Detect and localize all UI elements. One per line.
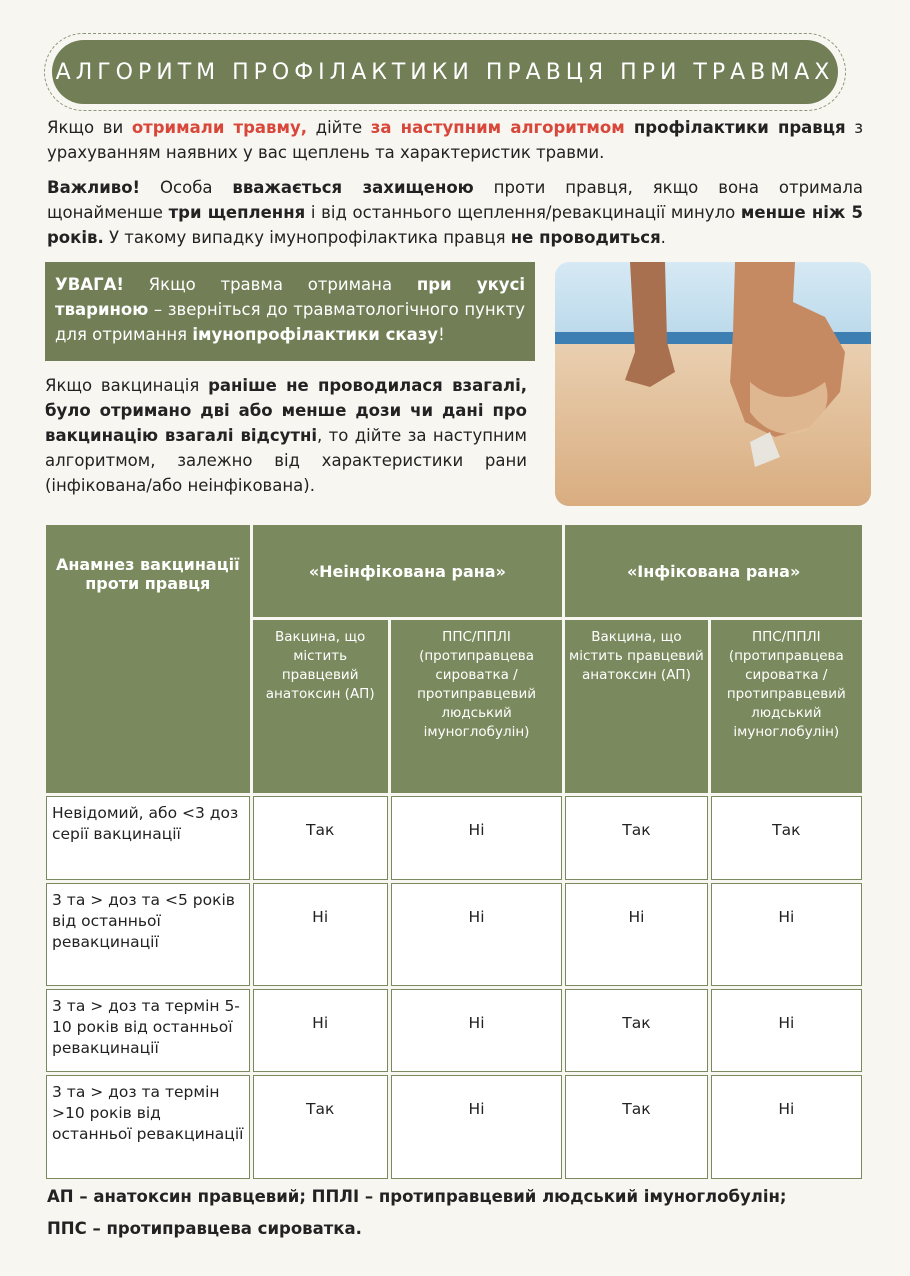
cell: Ні — [390, 989, 563, 1072]
title-outline — [44, 33, 846, 111]
cell: Ні — [710, 1075, 862, 1179]
row-label: 3 та > доз та <5 років від останньої рев… — [46, 883, 250, 986]
text-run: вважається захищеною — [232, 178, 474, 197]
table-row: 3 та > доз та термін 5-10 років від оста… — [46, 989, 862, 1072]
no-vaccination-note: Якщо вакцинація раніше не проводилася вз… — [45, 373, 527, 498]
text-run: за наступним алгоритмом — [370, 118, 625, 137]
footnote: ППС – протиправцева сироватка. — [47, 1219, 362, 1238]
subheader: ППС/ППЛІ (протиправцева сироватка /проти… — [710, 620, 862, 793]
subheader-row: Вакцина, що містить правцевий анатоксин … — [46, 620, 862, 793]
row-label: 3 та > доз та термін 5-10 років від оста… — [46, 989, 250, 1072]
photo — [555, 262, 871, 506]
cell: Ні — [565, 883, 708, 986]
intro: Якщо ви отримали травму, дійте за наступ… — [47, 115, 863, 165]
text-run: Якщо травма отримана — [123, 275, 417, 294]
cell: Ні — [252, 989, 388, 1072]
text-run: три щеплення — [168, 203, 306, 222]
text-run: , то дійте за наступним алгоритмом, зале… — [45, 426, 527, 495]
row-label: Невідомий, або <3 доз серії вакцинації — [46, 796, 250, 880]
text-run: менше ніж 5 років. — [47, 203, 864, 247]
cell: Так — [710, 796, 862, 880]
cell: Ні — [710, 989, 862, 1072]
text-run: і від останнього щеплення/ревакцинації м… — [305, 203, 741, 222]
text-run: при укусі твариною — [55, 275, 526, 319]
footnote: АП – анатоксин правцевий; ППЛІ – протипр… — [47, 1187, 787, 1206]
table-row: 3 та > доз та термін >10 років від остан… — [46, 1075, 862, 1179]
text-run: Якщо вакцинація — [45, 376, 209, 395]
text-run: УВАГА! — [55, 275, 124, 294]
cell: Так — [252, 796, 388, 880]
important-note: Важливо! Особа вважається захищеною прот… — [47, 175, 863, 250]
cell: Так — [565, 1075, 708, 1179]
cell: Ні — [710, 883, 862, 986]
group-header: «Неінфікована рана» — [252, 525, 563, 617]
subheader: ППС/ППЛІ (протиправцева сироватка /проти… — [390, 620, 563, 793]
text-run: У такому випадку імунопрофілактика правц… — [103, 228, 511, 247]
vaccination-table: Анамнез вакцинації проти правця «Неінфік… — [43, 522, 865, 1182]
cell: Ні — [390, 883, 563, 986]
text-run: Особа — [140, 178, 233, 197]
subheader: Вакцина, що містить правцевий анатоксин … — [565, 620, 708, 793]
text-run: не проводиться — [510, 228, 661, 247]
text-run: дійте — [307, 118, 371, 137]
text-run: отримали травму, — [131, 118, 307, 137]
text-run: проти правця, якщо вона отримала щонайме… — [47, 178, 864, 222]
table-row: Невідомий, або <3 доз серії вакцинації Та… — [46, 796, 862, 880]
text-run: з урахуванням наявних у вас щеплень та х… — [47, 118, 863, 162]
cell: Так — [252, 1075, 388, 1179]
header-row: Анамнез вакцинації проти правця «Неінфік… — [46, 525, 862, 793]
warning-box: УВАГА! Якщо травма отримана при укусі тв… — [45, 262, 535, 361]
corner-header: Анамнез вакцинації проти правця — [46, 525, 250, 793]
text-run: ! — [438, 325, 445, 344]
text-run: раніше не проводилася взагалі, було отри… — [45, 376, 527, 445]
text-run: Важливо! — [47, 178, 141, 197]
table-row: 3 та > доз та <5 років від останньої рев… — [46, 883, 862, 986]
cell: Ні — [390, 796, 563, 880]
text-run: Якщо ви — [47, 118, 132, 137]
cell: Ні — [390, 1075, 563, 1179]
text-run: імунопрофілактики сказу — [192, 325, 439, 344]
cell: Так — [565, 989, 708, 1072]
group-header: «Інфікована рана» — [565, 525, 862, 617]
title: АЛГОРИТМ ПРОФІЛАКТИКИ ПРАВЦЯ ПРИ ТРАВМАХ — [52, 40, 838, 104]
row-label: 3 та > доз та термін >10 років від остан… — [46, 1075, 250, 1179]
text-run: . — [660, 228, 666, 247]
subheader: Вакцина, що містить правцевий анатоксин … — [252, 620, 388, 793]
cell: Так — [565, 796, 708, 880]
text-run: – зверніться до травматологічного пункту… — [55, 300, 525, 344]
text-run: профілактики правця — [624, 118, 846, 137]
cell: Ні — [252, 883, 388, 986]
